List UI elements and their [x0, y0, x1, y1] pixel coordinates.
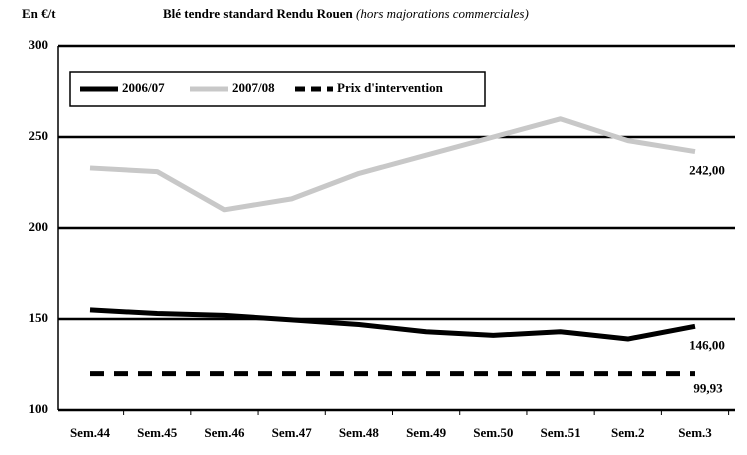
- legend-label: 2007/08: [232, 80, 275, 95]
- value-label: 146,00: [689, 337, 725, 352]
- x-tick-label: Sem.51: [541, 425, 581, 440]
- y-axis-label: En €/t: [22, 6, 56, 21]
- x-tick-label: Sem.3: [678, 425, 712, 440]
- legend-box: [69, 71, 486, 107]
- subtitle: (hors majorations commerciales): [356, 6, 529, 21]
- legend-label: Prix d'intervention: [337, 80, 444, 95]
- chart-title: Blé tendre standard Rendu Rouen (hors ma…: [163, 6, 529, 21]
- legend: 2006/07 2007/08 Prix d'intervention: [69, 71, 486, 107]
- title: Blé tendre standard Rendu Rouen: [163, 6, 354, 21]
- legend-label: 2006/07: [122, 80, 165, 95]
- x-tick-label: Sem.48: [339, 425, 380, 440]
- annotation: 99,93: [693, 381, 723, 396]
- value-label: 242,00: [689, 163, 725, 178]
- y-tick-label: 150: [29, 310, 49, 325]
- x-tick-label: Sem.49: [406, 425, 447, 440]
- x-tick-label: Sem.44: [70, 425, 111, 440]
- x-tick-label: Sem.45: [137, 425, 178, 440]
- y-tick-label: 100: [29, 401, 49, 416]
- x-tick-label: Sem.2: [611, 425, 645, 440]
- series-line: [89, 116, 696, 213]
- series-line: [89, 307, 696, 342]
- y-tick-label: 300: [29, 37, 49, 52]
- y-tick-label: 250: [29, 128, 49, 143]
- x-tick-label: Sem.46: [204, 425, 245, 440]
- y-tick-label: 200: [29, 219, 49, 234]
- x-tick-label: Sem.50: [473, 425, 513, 440]
- x-tick-label: Sem.47: [272, 425, 313, 440]
